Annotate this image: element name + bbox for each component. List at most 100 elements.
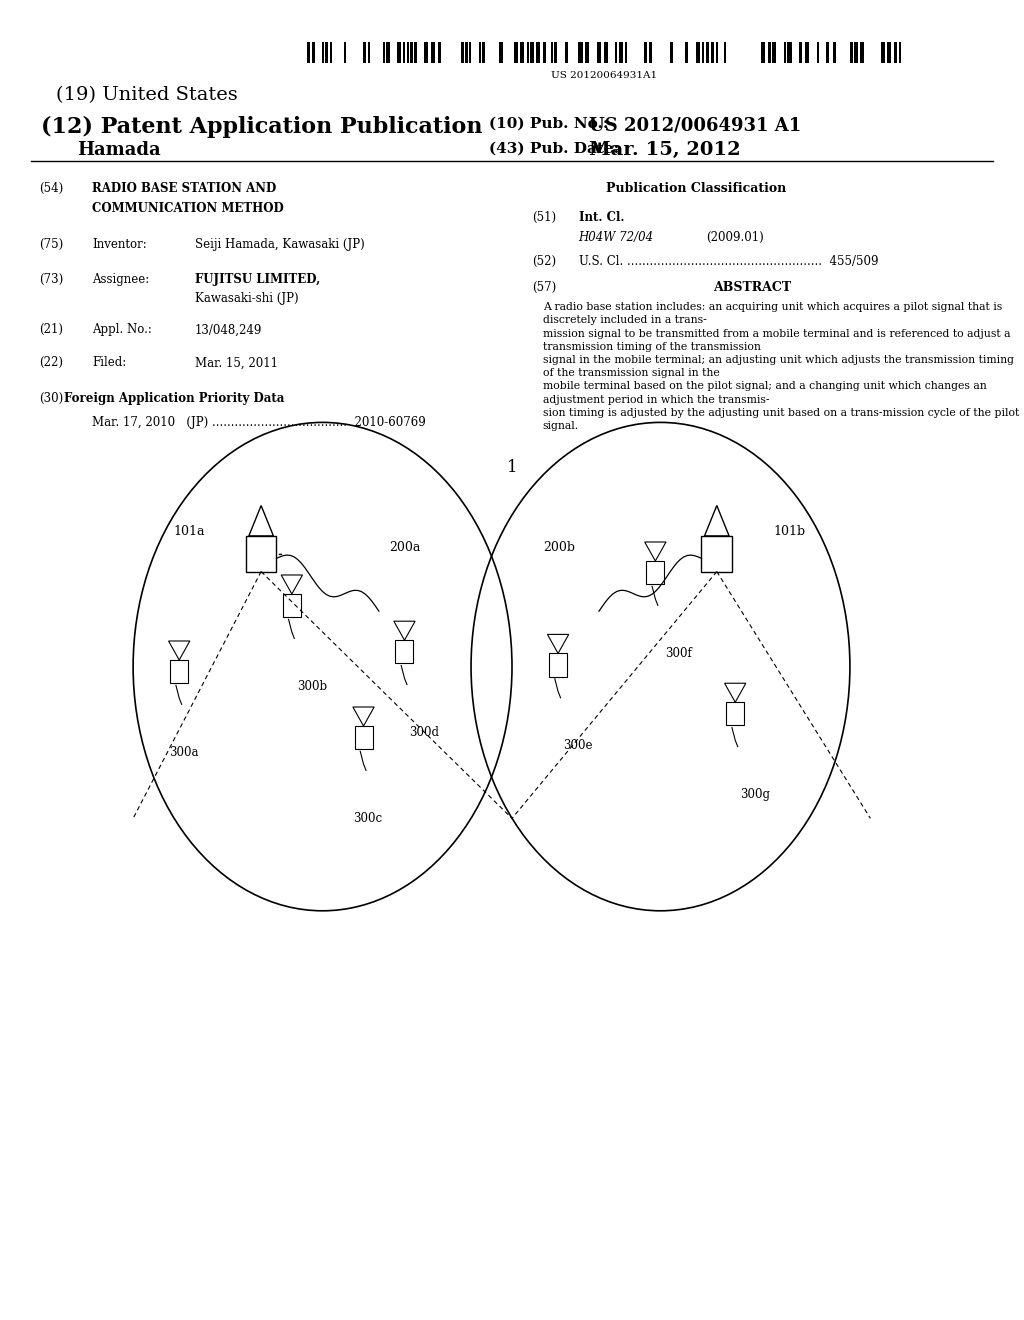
Text: (30): (30) xyxy=(39,392,63,405)
Bar xyxy=(368,42,370,63)
Text: (51): (51) xyxy=(532,211,557,224)
Bar xyxy=(899,42,901,63)
Bar xyxy=(397,42,401,63)
Text: Publication Classification: Publication Classification xyxy=(606,182,786,195)
Bar xyxy=(702,42,705,63)
Bar xyxy=(833,42,837,63)
Bar xyxy=(407,42,409,63)
Text: 200b: 200b xyxy=(543,541,574,554)
Text: 101b: 101b xyxy=(773,525,805,539)
Bar xyxy=(520,42,524,63)
Bar xyxy=(565,42,568,63)
Text: Assignee:: Assignee: xyxy=(92,273,150,286)
Bar xyxy=(726,702,744,726)
Text: 300f: 300f xyxy=(666,647,692,660)
Bar xyxy=(307,42,310,63)
Bar xyxy=(805,42,809,63)
Bar xyxy=(554,42,557,63)
Bar xyxy=(768,42,771,63)
Bar xyxy=(415,42,417,63)
Bar xyxy=(438,42,441,63)
Bar xyxy=(711,42,714,63)
Bar xyxy=(881,42,885,63)
Bar xyxy=(170,660,188,684)
Bar xyxy=(362,42,366,63)
Bar xyxy=(354,726,373,750)
Bar xyxy=(469,42,471,63)
Text: (22): (22) xyxy=(39,356,62,370)
Bar xyxy=(787,42,792,63)
Bar xyxy=(383,42,385,63)
Text: (10) Pub. No.:: (10) Pub. No.: xyxy=(489,116,609,131)
Text: U.S. Cl. ....................................................  455/509: U.S. Cl. ...............................… xyxy=(579,255,878,268)
Bar xyxy=(344,42,346,63)
Text: ABSTRACT: ABSTRACT xyxy=(714,281,792,294)
Text: US 2012/0064931 A1: US 2012/0064931 A1 xyxy=(589,116,801,135)
Bar xyxy=(322,42,324,63)
Text: 300d: 300d xyxy=(410,726,439,739)
Bar xyxy=(762,42,766,63)
Bar xyxy=(644,42,647,63)
Bar xyxy=(817,42,819,63)
Bar xyxy=(543,42,546,63)
Bar xyxy=(586,42,589,63)
Bar xyxy=(649,42,651,63)
Bar xyxy=(499,42,503,63)
Bar xyxy=(716,42,719,63)
Bar xyxy=(461,42,464,63)
Text: (52): (52) xyxy=(532,255,557,268)
Bar xyxy=(411,42,413,63)
Bar xyxy=(670,42,673,63)
Bar xyxy=(618,42,623,63)
Text: (12) Patent Application Publication: (12) Patent Application Publication xyxy=(41,116,482,139)
Bar xyxy=(604,42,608,63)
Bar xyxy=(579,42,583,63)
Text: Mar. 17, 2010   (JP) ....................................  2010-60769: Mar. 17, 2010 (JP) .....................… xyxy=(92,416,426,429)
Text: 300e: 300e xyxy=(563,739,593,752)
Bar xyxy=(551,42,553,63)
Text: (19) United States: (19) United States xyxy=(56,86,238,104)
Bar xyxy=(283,594,301,618)
Bar xyxy=(706,42,709,63)
Text: 101a: 101a xyxy=(173,525,205,539)
Bar xyxy=(478,42,480,63)
Bar xyxy=(395,640,414,664)
Bar xyxy=(549,653,567,677)
Bar xyxy=(246,536,276,572)
Bar xyxy=(888,42,891,63)
Bar xyxy=(403,42,406,63)
Text: (43) Pub. Date:: (43) Pub. Date: xyxy=(489,141,620,156)
Bar xyxy=(530,42,534,63)
Text: A radio base station includes: an acquiring unit which acquires a pilot signal t: A radio base station includes: an acquir… xyxy=(543,302,1019,432)
Text: (73): (73) xyxy=(39,273,63,286)
Bar xyxy=(386,42,390,63)
Bar xyxy=(894,42,897,63)
Bar xyxy=(772,42,776,63)
Bar xyxy=(685,42,687,63)
Bar xyxy=(331,42,333,63)
Bar xyxy=(701,536,732,572)
Bar xyxy=(311,42,315,63)
Text: (21): (21) xyxy=(39,323,62,337)
Text: Kawasaki-shi (JP): Kawasaki-shi (JP) xyxy=(195,292,298,305)
Bar xyxy=(646,561,665,585)
Text: Mar. 15, 2011: Mar. 15, 2011 xyxy=(195,356,278,370)
Bar xyxy=(826,42,828,63)
Text: COMMUNICATION METHOD: COMMUNICATION METHOD xyxy=(92,202,284,215)
Text: (54): (54) xyxy=(39,182,63,195)
Bar xyxy=(537,42,541,63)
Bar xyxy=(325,42,329,63)
Text: (75): (75) xyxy=(39,238,63,251)
Bar xyxy=(424,42,428,63)
Bar xyxy=(482,42,485,63)
Bar xyxy=(854,42,858,63)
Text: Seiji Hamada, Kawasaki (JP): Seiji Hamada, Kawasaki (JP) xyxy=(195,238,365,251)
Text: 300a: 300a xyxy=(169,746,199,759)
Bar xyxy=(626,42,627,63)
Text: 13/048,249: 13/048,249 xyxy=(195,323,262,337)
Bar xyxy=(799,42,803,63)
Bar xyxy=(431,42,435,63)
Text: RADIO BASE STATION AND: RADIO BASE STATION AND xyxy=(92,182,276,195)
Text: Hamada: Hamada xyxy=(77,141,161,160)
Text: Inventor:: Inventor: xyxy=(92,238,146,251)
